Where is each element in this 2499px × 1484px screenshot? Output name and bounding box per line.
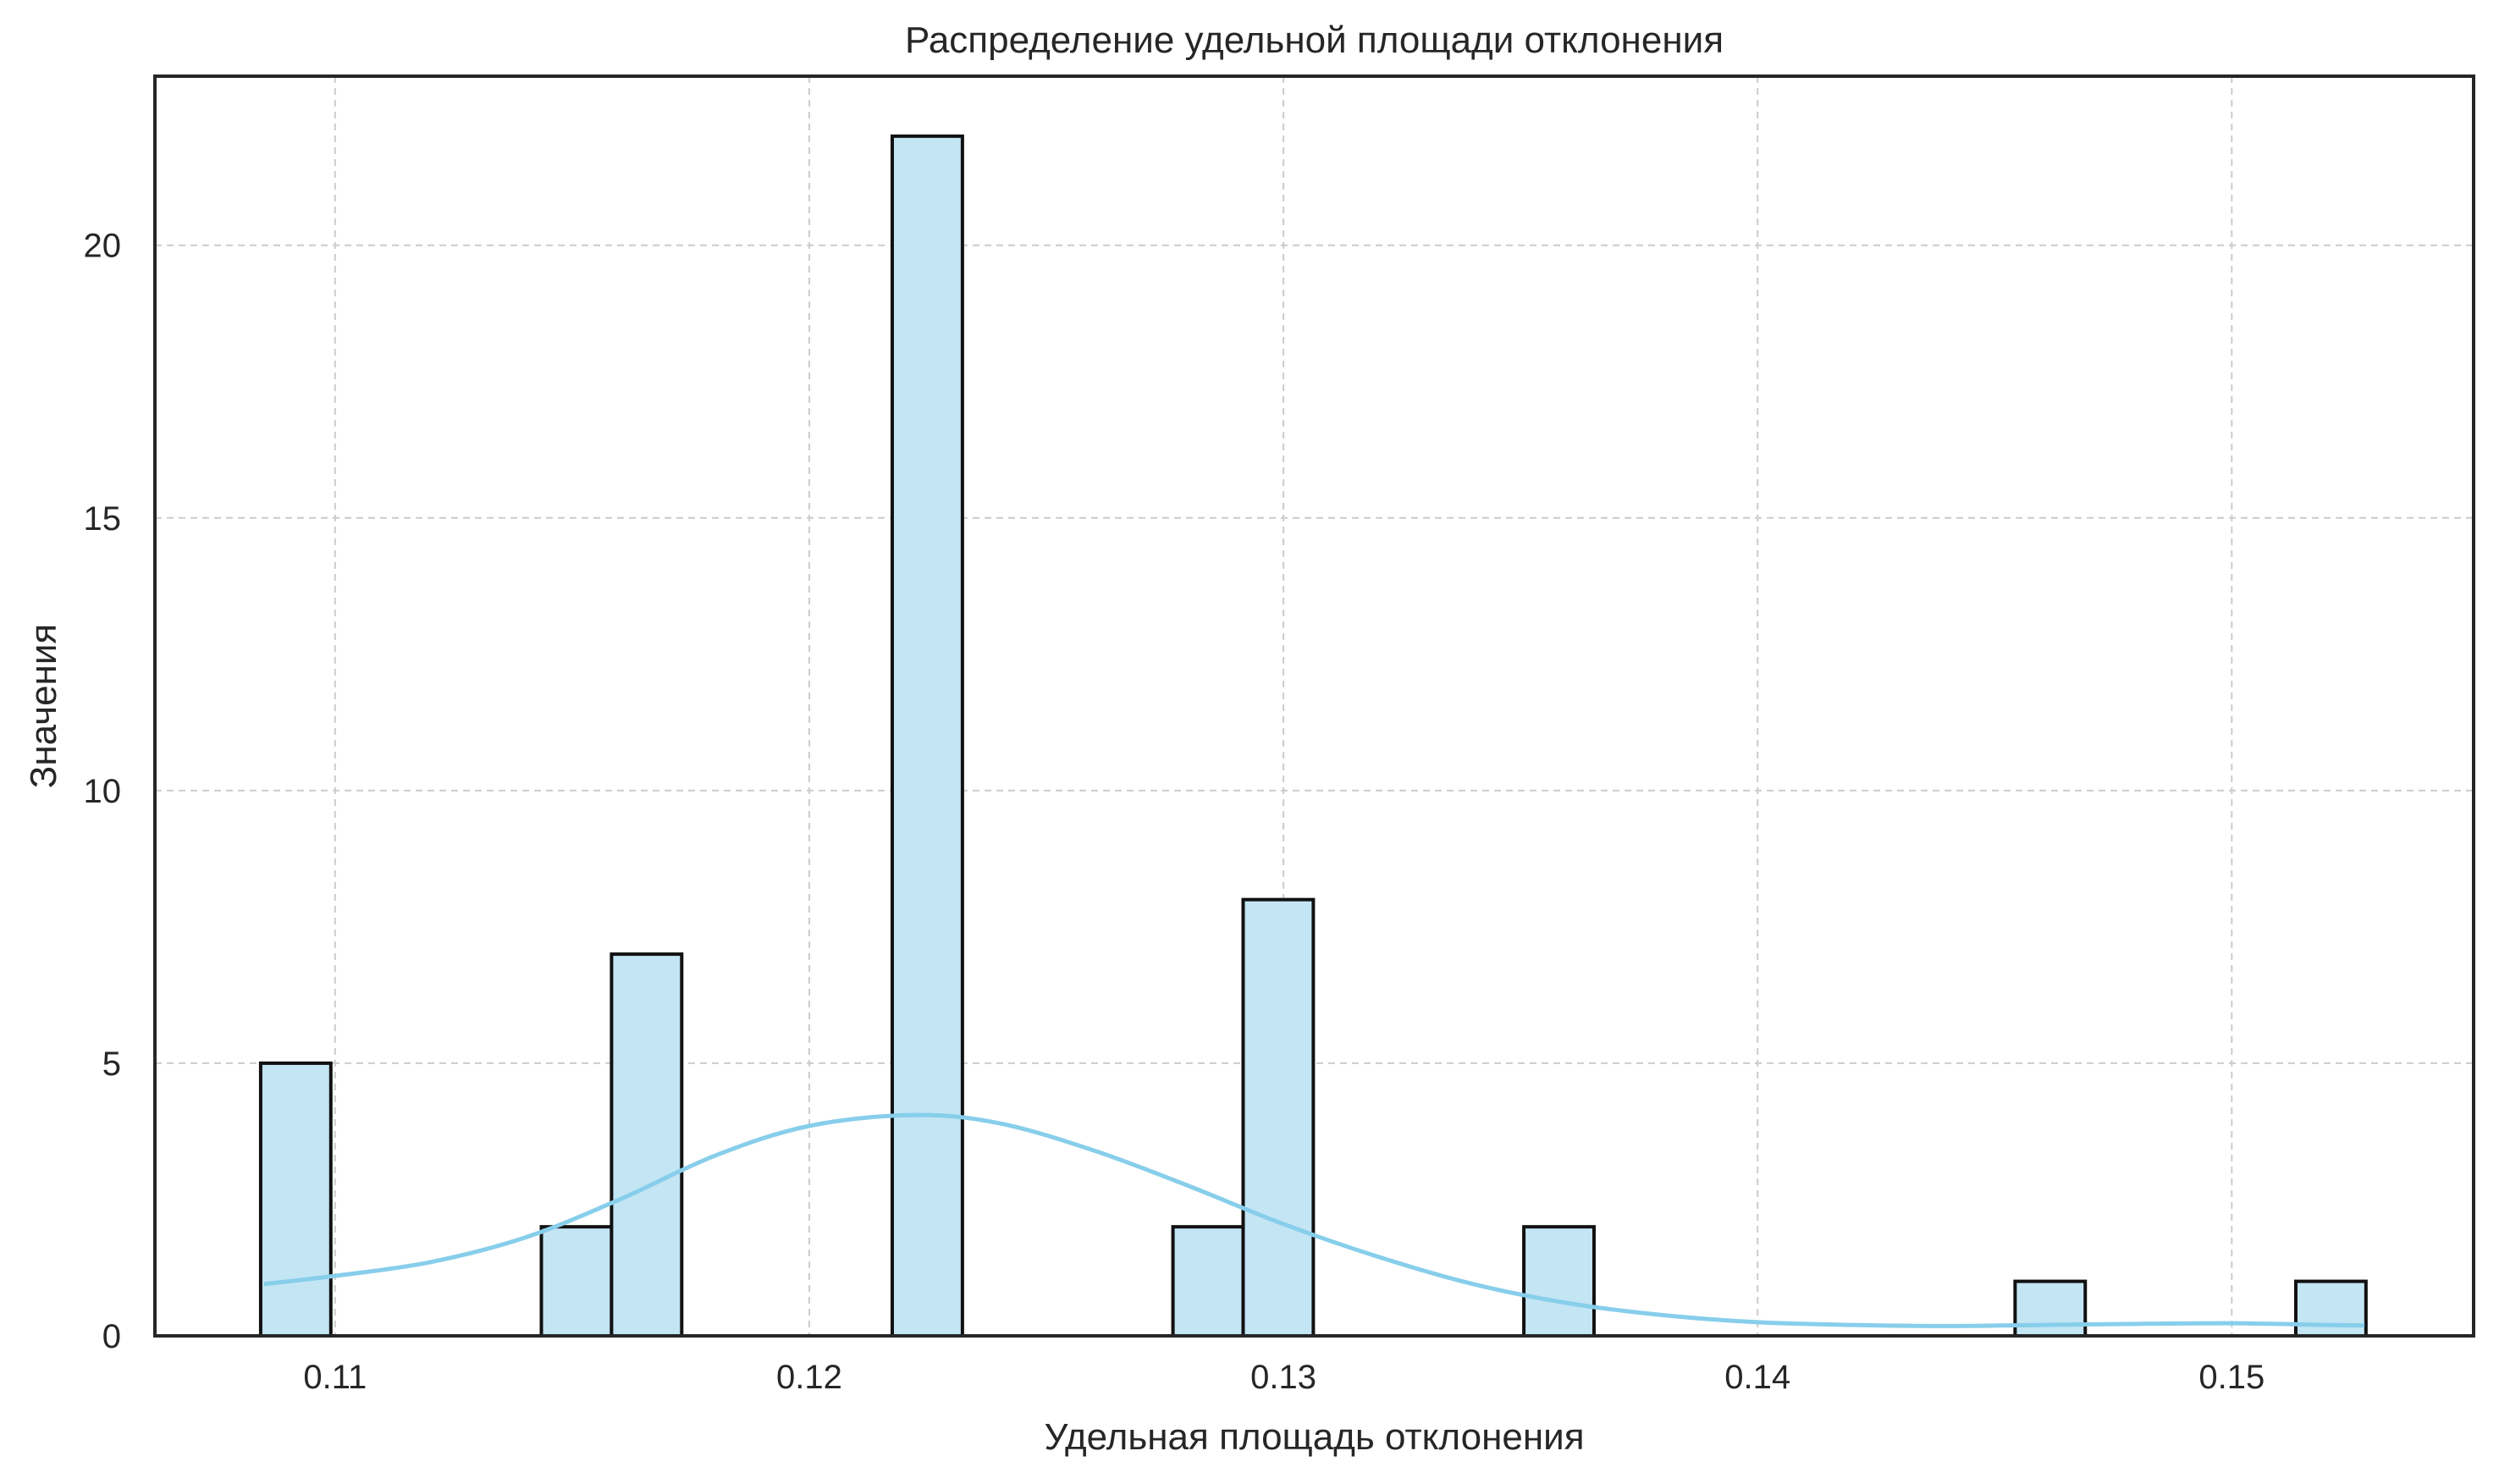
- histogram-bar: [2013, 1279, 2088, 1338]
- x-tick-label: 0.13: [1250, 1359, 1316, 1396]
- histogram-bar: [258, 1061, 333, 1338]
- x-tick-label: 0.15: [2198, 1359, 2265, 1396]
- y-tick-label: 0: [102, 1318, 121, 1355]
- y-tick-label: 10: [84, 773, 122, 810]
- histogram-bar: [539, 1225, 614, 1338]
- y-tick-label: 20: [84, 228, 122, 265]
- histogram-bar: [1241, 897, 1316, 1338]
- y-ticks: 0 5 10 15 20: [84, 228, 122, 1355]
- histogram-bar: [1171, 1225, 1245, 1338]
- kde-line: [263, 1112, 2365, 1328]
- histogram-bar: [610, 952, 684, 1338]
- x-tick-label: 0.12: [776, 1359, 842, 1396]
- histogram-bar: [2293, 1279, 2368, 1338]
- histogram-bar: [1522, 1225, 1596, 1338]
- plot-frame: [153, 74, 2475, 1338]
- bars-layer: [258, 134, 2368, 1338]
- y-tick-label: 15: [84, 500, 122, 538]
- x-tick-label: 0.14: [1724, 1359, 1790, 1396]
- y-axis-label: Значения: [23, 624, 64, 788]
- histogram-bar: [890, 134, 964, 1338]
- chart-title: Распределение удельной площади отклонени…: [905, 19, 1724, 61]
- y-tick-label: 5: [102, 1045, 121, 1083]
- x-axis-label: Удельная площадь отклонения: [1044, 1416, 1584, 1458]
- x-tick-label: 0.11: [303, 1359, 367, 1396]
- x-ticks: 0.11 0.12 0.13 0.14 0.15: [303, 1359, 2265, 1396]
